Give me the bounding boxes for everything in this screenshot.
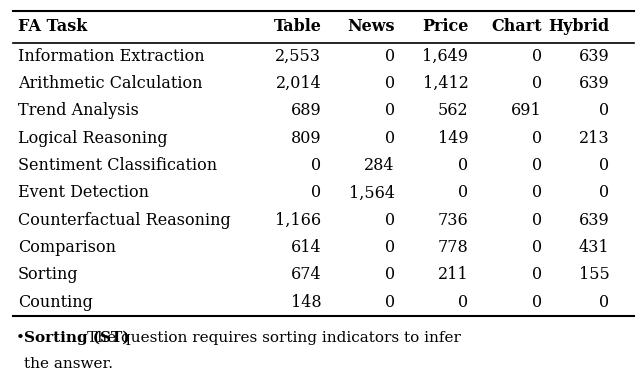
Text: 0: 0 [532,130,542,147]
Text: 639: 639 [579,48,609,65]
Text: 213: 213 [579,130,609,147]
Text: 0: 0 [385,212,395,229]
Text: 2,014: 2,014 [276,75,321,92]
Text: 0: 0 [311,157,321,174]
Text: Price: Price [422,18,468,36]
Text: 1,412: 1,412 [422,75,468,92]
Text: 689: 689 [291,102,321,119]
Text: 0: 0 [599,294,609,311]
Text: 0: 0 [532,266,542,283]
Text: Sorting (ST): Sorting (ST) [24,331,130,345]
Text: FA Task: FA Task [18,18,87,36]
Text: the answer.: the answer. [24,357,113,371]
Text: News: News [348,18,395,36]
Text: 0: 0 [599,184,609,202]
Text: 1,166: 1,166 [275,212,321,229]
Text: Table: Table [273,18,321,36]
Text: Event Detection: Event Detection [18,184,149,202]
Text: 0: 0 [532,75,542,92]
Text: 0: 0 [385,294,395,311]
Text: 0: 0 [532,294,542,311]
Text: 0: 0 [532,239,542,256]
Text: 0: 0 [385,266,395,283]
Text: Sentiment Classification: Sentiment Classification [18,157,217,174]
Text: Logical Reasoning: Logical Reasoning [18,130,168,147]
Text: 148: 148 [291,294,321,311]
Text: 0: 0 [532,157,542,174]
Text: Sorting: Sorting [18,266,79,283]
Text: 778: 778 [438,239,468,256]
Text: Chart: Chart [492,18,542,36]
Text: 736: 736 [438,212,468,229]
Text: 1,649: 1,649 [422,48,468,65]
Text: Counterfactual Reasoning: Counterfactual Reasoning [18,212,230,229]
Text: 0: 0 [532,48,542,65]
Text: 0: 0 [385,130,395,147]
Text: 431: 431 [579,239,609,256]
Text: Trend Analysis: Trend Analysis [18,102,139,119]
Text: 0: 0 [385,48,395,65]
Text: 614: 614 [291,239,321,256]
Text: 155: 155 [579,266,609,283]
Text: 0: 0 [458,294,468,311]
Text: 0: 0 [458,184,468,202]
Text: 0: 0 [532,184,542,202]
Text: 639: 639 [579,212,609,229]
Text: 1,564: 1,564 [349,184,395,202]
Text: Information Extraction: Information Extraction [18,48,205,65]
Text: 284: 284 [364,157,395,174]
Text: 0: 0 [385,102,395,119]
Text: 0: 0 [385,239,395,256]
Text: 809: 809 [291,130,321,147]
Text: 691: 691 [511,102,542,119]
Text: 0: 0 [458,157,468,174]
Text: 562: 562 [438,102,468,119]
Text: 0: 0 [599,157,609,174]
Text: 639: 639 [579,75,609,92]
Text: 149: 149 [438,130,468,147]
Text: Counting: Counting [18,294,93,311]
Text: : The question requires sorting indicators to infer: : The question requires sorting indicato… [77,331,460,345]
Text: 2,553: 2,553 [275,48,321,65]
Text: 674: 674 [291,266,321,283]
Text: 211: 211 [438,266,468,283]
Text: Comparison: Comparison [18,239,116,256]
Text: Hybrid: Hybrid [548,18,609,36]
Text: Arithmetic Calculation: Arithmetic Calculation [18,75,202,92]
Text: •: • [16,331,29,345]
Text: 0: 0 [532,212,542,229]
Text: 0: 0 [311,184,321,202]
Text: 0: 0 [599,102,609,119]
Text: 0: 0 [385,75,395,92]
